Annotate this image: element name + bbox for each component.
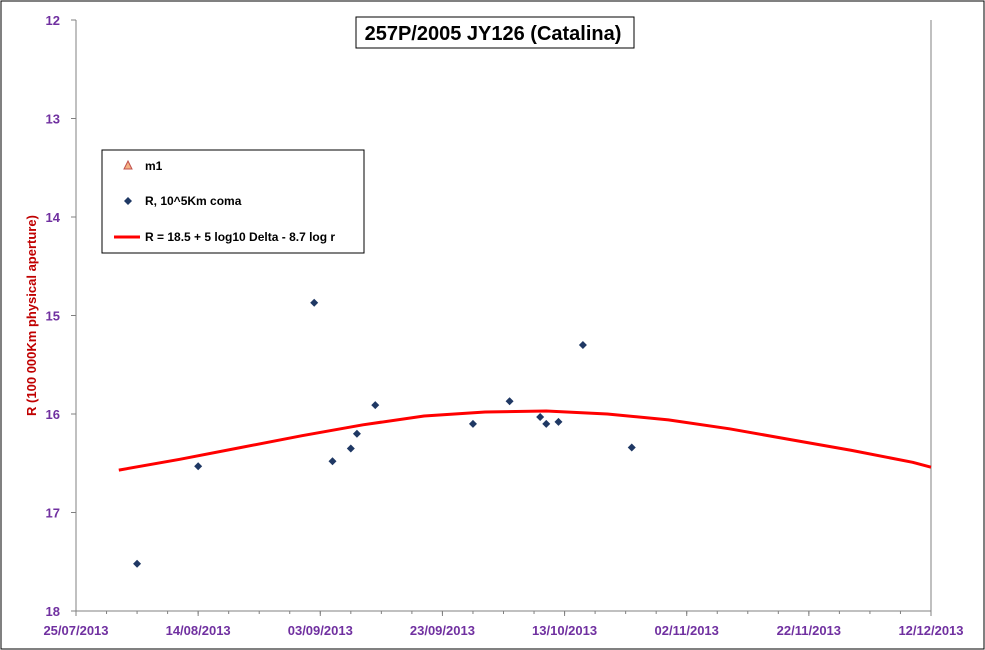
legend-label-model: R = 18.5 + 5 log10 Delta - 8.7 log r — [145, 230, 335, 244]
data-point-r-coma — [554, 417, 563, 426]
x-tick-label: 12/12/2013 — [898, 623, 963, 638]
x-tick-label: 14/08/2013 — [166, 623, 231, 638]
y-tick-label: 14 — [46, 210, 61, 225]
y-axis-label: R (100 000Km physical aperture) — [24, 215, 39, 416]
legend-frame — [101, 149, 365, 254]
legend-triangle-marker — [123, 159, 133, 170]
data-point-r-coma — [542, 419, 551, 428]
x-tick-label: 25/07/2013 — [43, 623, 108, 638]
data-point-r-coma — [133, 559, 142, 568]
plot-area: 12 13 14 15 16 17 18 25/07/2013 14/08/2013 03/09/… — [43, 13, 963, 638]
data-point-r-coma — [310, 298, 319, 307]
y-tick-label: 16 — [46, 407, 60, 422]
model-curve-line — [118, 409, 932, 472]
x-tick-label: 22/11/2013 — [777, 623, 841, 638]
chart-title-box: 257P/2005 JY126 (Catalina) — [355, 16, 635, 49]
x-tick-label: 23/09/2013 — [410, 623, 475, 638]
data-point-r-coma — [468, 419, 477, 428]
chart-title: 257P/2005 JY126 (Catalina) — [365, 23, 622, 45]
data-point-r-coma — [627, 443, 636, 452]
x-tick-label: 02/11/2013 — [655, 623, 719, 638]
y-tick-label: 17 — [46, 506, 60, 521]
y-tick-label: 18 — [46, 604, 60, 619]
data-point-r-coma — [352, 429, 361, 438]
x-tick-label: 13/10/2013 — [532, 623, 597, 638]
legend-diamond-marker — [124, 197, 132, 205]
data-point-r-coma — [371, 401, 380, 410]
data-point-r-coma — [578, 341, 587, 350]
y-tick-label: 12 — [46, 13, 60, 28]
data-point-r-coma — [194, 462, 203, 471]
data-point-r-coma — [328, 457, 337, 466]
x-tick-label: 03/09/2013 — [288, 623, 353, 638]
data-point-r-coma — [346, 444, 355, 453]
data-point-r-coma — [536, 412, 545, 421]
y-tick-label: 13 — [46, 112, 60, 127]
data-point-r-coma — [505, 397, 514, 406]
legend-label-m1: m1 — [145, 159, 163, 173]
legend-label-r-coma: R, 10^5Km coma — [145, 194, 242, 208]
y-tick-label: 15 — [46, 309, 60, 324]
legend: m1 R, 10^5Km coma R = 18.5 + 5 log10 Del… — [101, 149, 365, 254]
title-box-frame — [355, 16, 635, 49]
